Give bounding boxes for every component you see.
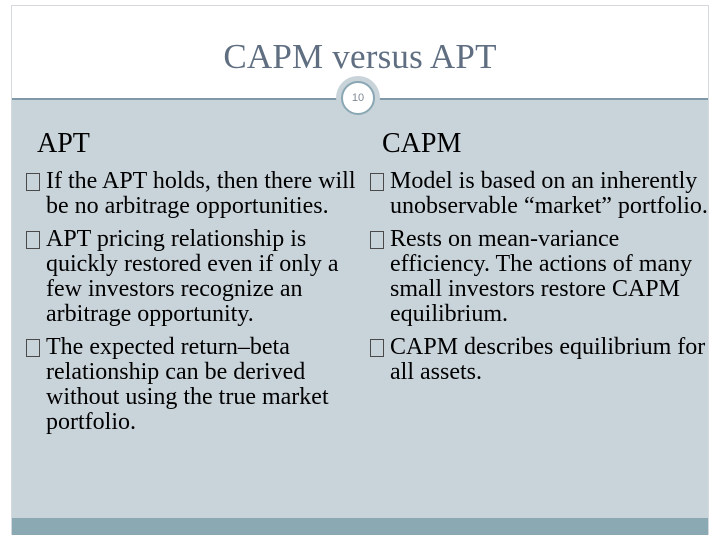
capm-bullet-2: Rests on mean-variance efficiency. The a… <box>370 227 715 327</box>
capm-bullet-1: Model is based on an inherently unobserv… <box>370 169 715 219</box>
bullet-square-icon <box>26 339 40 357</box>
bullet-square-icon <box>370 231 384 249</box>
apt-bullet-2: APT pricing relationship is quickly rest… <box>26 227 371 327</box>
bullet-square-icon <box>26 231 40 249</box>
page-number: 10 <box>341 81 375 115</box>
apt-bullet-text: If the APT holds, then there will be no … <box>46 168 356 219</box>
capm-bullet-list: Model is based on an inherently unobserv… <box>370 169 715 393</box>
capm-heading: CAPM <box>382 128 462 159</box>
apt-bullet-list: If the APT holds, then there will be no … <box>26 169 371 443</box>
apt-bullet-1: If the APT holds, then there will be no … <box>26 169 371 219</box>
apt-bullet-text: APT pricing relationship is quickly rest… <box>46 226 339 327</box>
bullet-square-icon <box>26 173 40 191</box>
capm-bullet-text: CAPM describes equilibrium for all asset… <box>390 334 706 385</box>
capm-bullet-text: Rests on mean-variance efficiency. The a… <box>390 226 693 327</box>
bullet-square-icon <box>370 173 384 191</box>
capm-bullet-3: CAPM describes equilibrium for all asset… <box>370 335 715 385</box>
bullet-square-icon <box>370 339 384 357</box>
capm-bullet-text: Model is based on an inherently unobserv… <box>390 168 708 219</box>
apt-bullet-text: The expected return–beta relationship ca… <box>46 334 329 435</box>
apt-heading: APT <box>37 128 90 159</box>
slide-title: CAPM versus APT <box>223 37 497 76</box>
apt-bullet-3: The expected return–beta relationship ca… <box>26 335 371 435</box>
content-area <box>12 100 708 518</box>
footer-bar <box>12 518 708 535</box>
